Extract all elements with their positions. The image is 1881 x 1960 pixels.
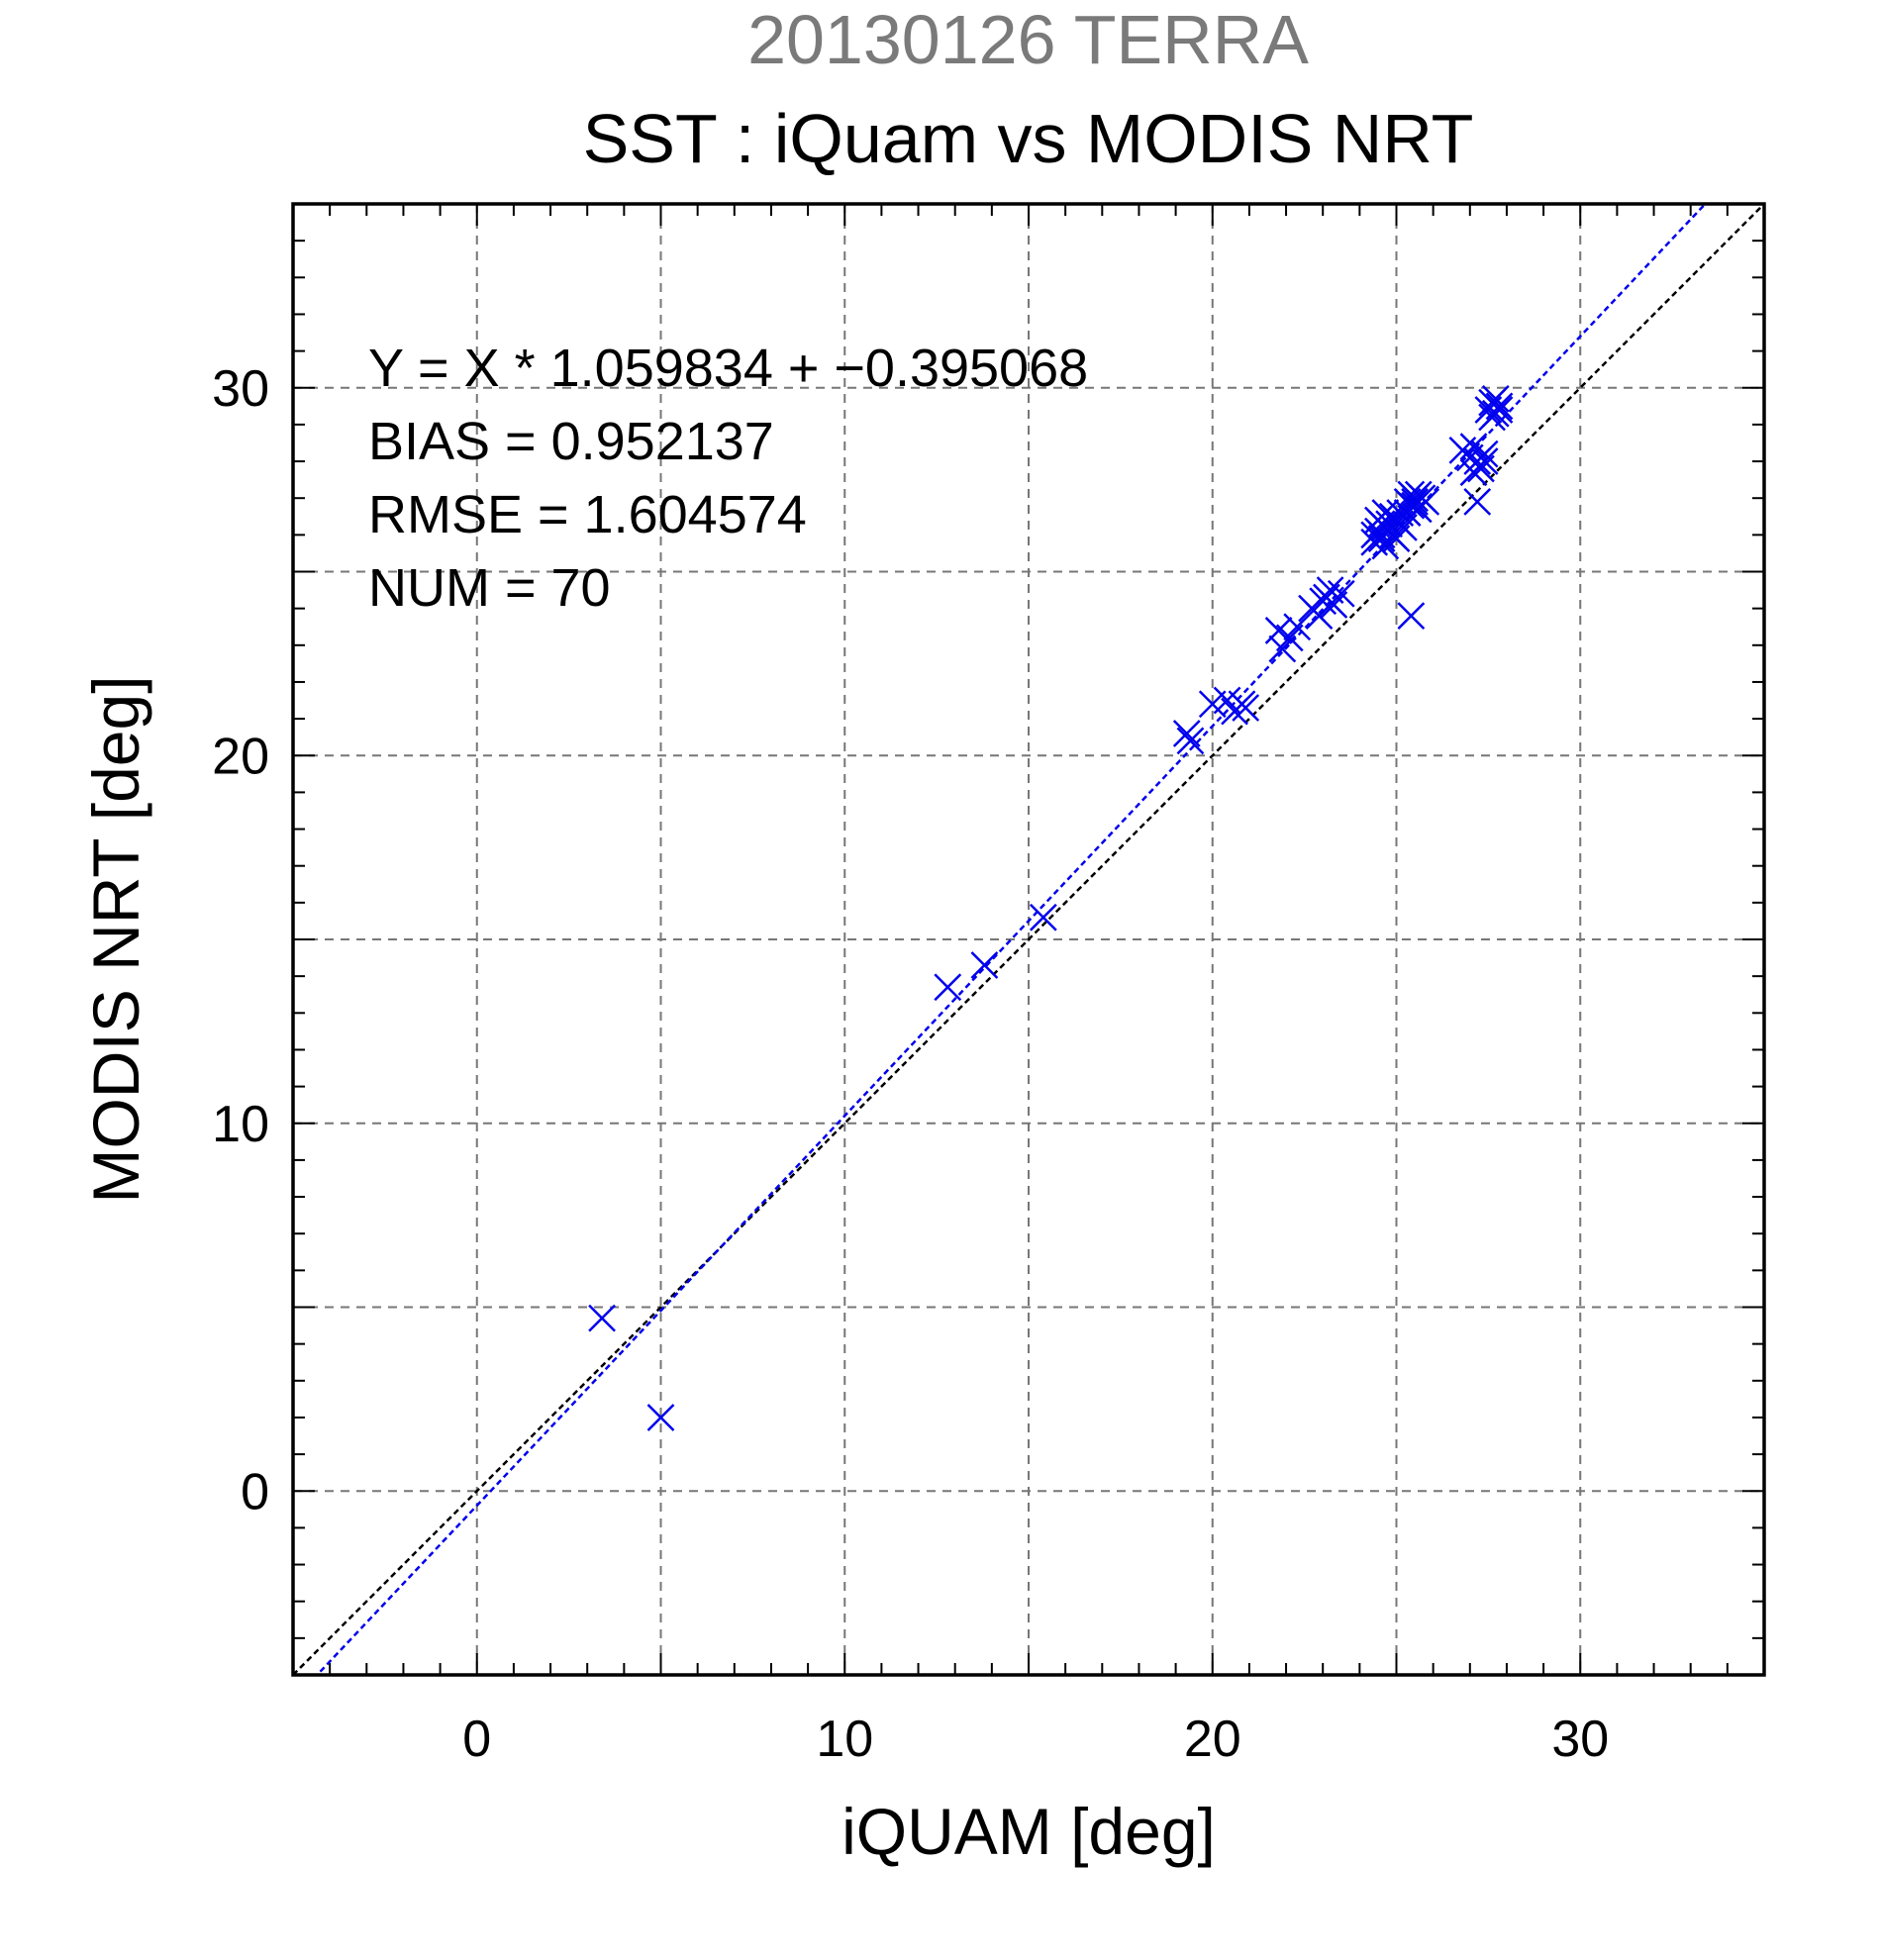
data-point (1470, 440, 1499, 468)
data-point (1386, 510, 1415, 539)
data-point (1172, 720, 1201, 747)
data-point (1029, 903, 1057, 931)
stats-annotation: NUM = 70 (368, 558, 611, 618)
data-point (1232, 694, 1260, 722)
data-point (588, 1304, 616, 1332)
data-point (970, 951, 999, 979)
data-point (1371, 499, 1400, 527)
y-axis-label: MODIS NRT [deg] (79, 675, 152, 1203)
x-tick-label: 20 (1184, 1711, 1241, 1768)
plot-frame (291, 202, 1766, 1677)
data-point (1327, 579, 1355, 608)
data-point (934, 973, 962, 1002)
data-point (1485, 396, 1514, 424)
stats-annotation: Y = X * 1.059834 + −0.395068 (368, 339, 1088, 398)
regression-fit-line (315, 204, 1708, 1675)
data-point (1401, 491, 1429, 520)
data-point (1176, 727, 1205, 755)
x-tick-label: 0 (462, 1711, 491, 1768)
y-tick-label: 10 (212, 1096, 269, 1153)
data-point (1470, 447, 1499, 475)
data-point (1360, 521, 1389, 549)
x-tick-label: 30 (1551, 1711, 1609, 1768)
x-axis-label: iQUAM [deg] (842, 1795, 1216, 1868)
stats-annotation: RMSE = 1.604574 (368, 485, 807, 544)
data-point (1412, 488, 1440, 516)
stats-annotation: BIAS = 0.952137 (368, 412, 774, 471)
data-point (1481, 385, 1510, 413)
data-point (1401, 488, 1429, 516)
date-title: 20130126 TERRA (747, 1, 1309, 78)
data-point (1283, 613, 1312, 641)
x-tick-label: 10 (816, 1711, 873, 1768)
data-point (1397, 602, 1426, 630)
chart-title: SST : iQuam vs MODIS NRT (582, 100, 1474, 177)
y-tick-label: 30 (212, 360, 269, 418)
y-tick-label: 20 (212, 728, 269, 785)
identity-line (293, 204, 1764, 1675)
y-tick-label: 0 (241, 1463, 269, 1520)
data-point (1309, 587, 1337, 616)
data-point (1463, 488, 1492, 516)
data-point (646, 1404, 675, 1431)
